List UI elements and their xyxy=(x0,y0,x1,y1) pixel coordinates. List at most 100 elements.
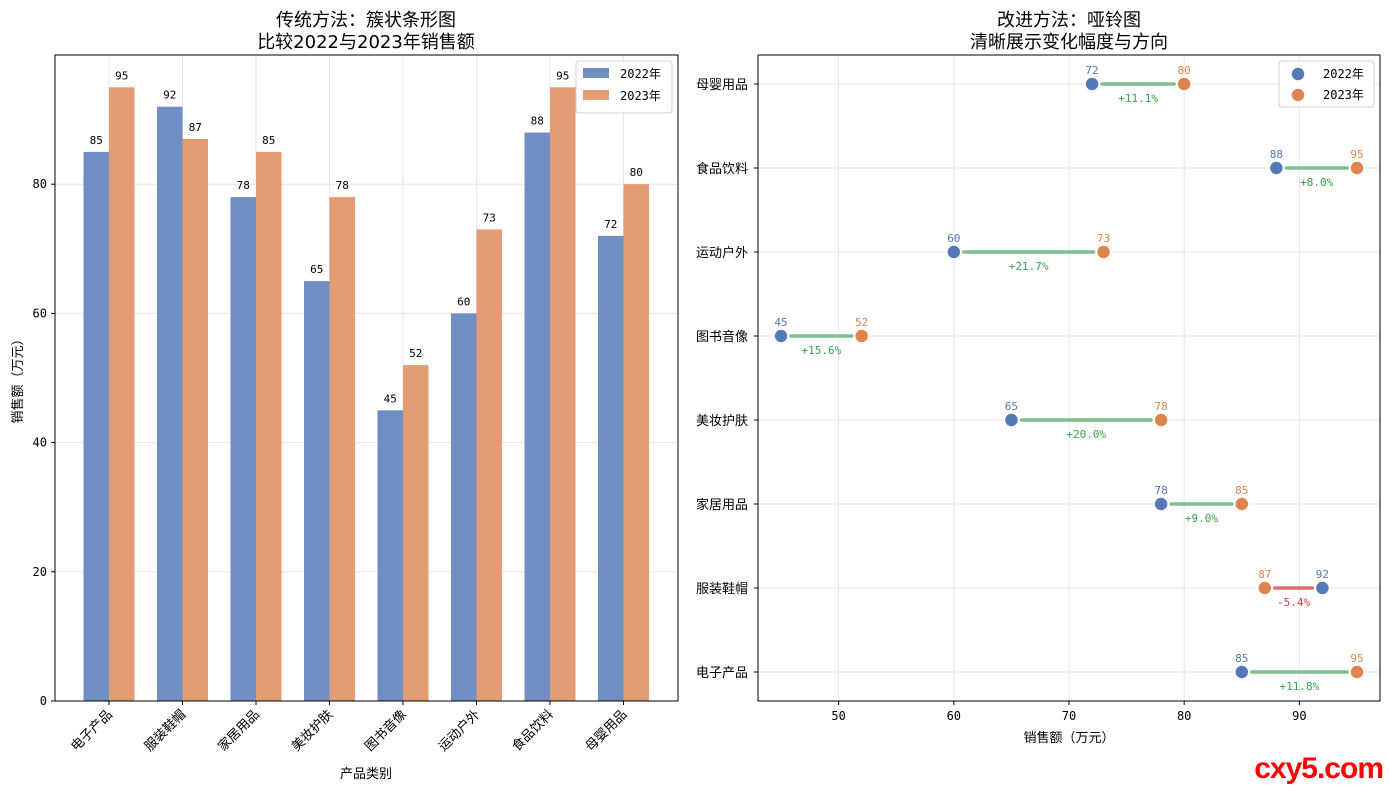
dumbbell-point-2022 xyxy=(1084,76,1100,92)
dumbbell-point-2023 xyxy=(1095,244,1112,260)
bar-2022 xyxy=(157,106,183,702)
bar-2023 xyxy=(329,197,355,701)
bar-value-label: 78 xyxy=(336,179,349,192)
dumbbell-chart-title: 改进方法：哑铃图 xyxy=(997,10,1141,31)
dumbbell-value-label-2022: 85 xyxy=(1235,652,1248,665)
dumbbell-change-label: +9.0% xyxy=(1185,512,1218,525)
dumbbell-change-label: +20.0% xyxy=(1066,428,1106,441)
bar-y-tick-label: 60 xyxy=(33,306,47,320)
bar-2023 xyxy=(109,87,135,702)
bar-2023 xyxy=(182,138,208,702)
dumbbell-point-2022 xyxy=(1153,496,1169,512)
legend-marker-2023 xyxy=(1290,87,1306,103)
bar-value-label: 72 xyxy=(604,218,617,231)
dumbbell-change-label: +11.1% xyxy=(1118,92,1158,105)
bar-value-label: 85 xyxy=(262,134,275,147)
bar-value-label: 95 xyxy=(115,69,128,82)
bar-value-label: 95 xyxy=(556,69,569,82)
dumbbell-value-label-2023: 80 xyxy=(1178,64,1191,77)
dumbbell-category-label: 食品饮料 xyxy=(696,161,748,177)
dumbbell-point-2023 xyxy=(1234,496,1250,512)
legend-label-2022: 2022年 xyxy=(620,67,661,81)
dumbbell-change-label: +11.8% xyxy=(1279,680,1319,693)
legend-marker-2022 xyxy=(1290,66,1306,82)
bar-value-label: 87 xyxy=(189,121,202,134)
bar-category-label: 美妆护肤 xyxy=(289,707,336,754)
bar-category-label: 食品饮料 xyxy=(509,707,557,755)
bar-value-label: 73 xyxy=(483,211,496,224)
dumbbell-value-label-2023: 73 xyxy=(1097,232,1110,245)
bar-value-label: 85 xyxy=(90,134,103,147)
dumbbell-legend: 2022年 2023年 xyxy=(1278,60,1375,108)
bar-value-label: 80 xyxy=(630,166,643,179)
dumbbell-value-label-2022: 92 xyxy=(1316,568,1329,581)
bar-x-axis-label: 产品类别 xyxy=(340,767,392,782)
dumbbell-point-2022 xyxy=(1003,412,1020,428)
dumbbell-value-label-2023: 95 xyxy=(1350,652,1363,665)
dumbbell-value-label-2022: 88 xyxy=(1270,148,1283,161)
dumbbell-change-label: -5.4% xyxy=(1277,596,1310,609)
dumbbell-value-label-2022: 60 xyxy=(947,232,960,245)
legend-label-2023: 2023年 xyxy=(620,89,661,103)
bar-value-label: 45 xyxy=(384,392,397,405)
bar-y-tick-label: 80 xyxy=(33,177,47,191)
bar-2022 xyxy=(524,132,550,701)
dumbbell-point-2023 xyxy=(1153,412,1169,428)
bar-category-label: 图书音像 xyxy=(362,707,410,755)
dumbbell-value-label-2023: 78 xyxy=(1155,400,1168,413)
dumbbell-point-2022 xyxy=(1234,664,1250,680)
bar-2023 xyxy=(623,184,649,701)
dumbbell-point-2022 xyxy=(1314,580,1331,596)
bar-value-label: 88 xyxy=(531,115,544,128)
bar-category-label: 电子产品 xyxy=(68,707,115,754)
dumbbell-value-label-2022: 78 xyxy=(1155,484,1168,497)
dumbbell-value-label-2023: 87 xyxy=(1258,568,1271,581)
dumbbell-point-2022 xyxy=(773,328,789,344)
bar-value-label: 52 xyxy=(409,347,422,360)
dumbbell-category-label: 图书音像 xyxy=(696,329,748,345)
dumbbell-category-label: 服装鞋帽 xyxy=(696,581,748,597)
bar-value-label: 65 xyxy=(310,263,323,276)
dumbbell-chart: 改进方法：哑铃图 清晰展示变化幅度与方向 50 60 70 80 90 电子产品 服装鞋帽… xyxy=(696,10,1381,746)
dumbbell-x-axis-label: 销售额（万元） xyxy=(1023,730,1114,746)
dumbbell-change-label: +15.6% xyxy=(801,344,841,357)
bar-y-tick-label: 40 xyxy=(33,436,47,450)
dumbbell-point-2023 xyxy=(1176,76,1192,92)
dumbbell-plot-frame xyxy=(757,54,1381,702)
dumbbell-x-tick-label: 50 xyxy=(831,709,845,723)
dumbbell-point-2022 xyxy=(1268,160,1285,176)
dumbbell-change-label: +8.0% xyxy=(1300,176,1333,189)
dumbbell-category-label: 母婴用品 xyxy=(696,78,748,93)
dumbbell-value-label-2022: 72 xyxy=(1085,64,1098,77)
bar-plot-frame xyxy=(54,54,679,702)
dumbbell-value-label-2023: 95 xyxy=(1350,148,1363,161)
bar-2023 xyxy=(403,365,429,701)
legend-label-2023: 2023年 xyxy=(1323,88,1364,102)
bar-2022 xyxy=(451,313,477,701)
dumbbell-point-2023 xyxy=(853,328,870,344)
dumbbell-category-label: 家居用品 xyxy=(696,497,748,513)
dumbbell-point-2023 xyxy=(1349,160,1365,176)
bar-category-label: 母婴用品 xyxy=(583,707,630,754)
bar-value-label: 78 xyxy=(237,179,250,192)
bar-2022 xyxy=(598,235,624,701)
dumbbell-point-2022 xyxy=(946,244,962,260)
bar-chart: 传统方法：簇状条形图 比较2022与2023年销售额 0 20 40 60 80 85 9… xyxy=(10,10,679,782)
dumbbell-change-label: +21.7% xyxy=(1009,260,1049,273)
watermark: cxy5.com xyxy=(1254,752,1384,785)
dumbbell-x-tick-label: 70 xyxy=(1062,709,1076,723)
dumbbell-x-tick-label: 60 xyxy=(947,709,961,723)
bar-y-tick-label: 20 xyxy=(33,565,47,579)
dumbbell-x-tick-label: 80 xyxy=(1177,709,1191,723)
bar-y-axis-label: 销售额（万元） xyxy=(10,332,26,423)
bar-2023 xyxy=(256,151,282,701)
dumbbell-value-label-2022: 65 xyxy=(1005,400,1018,413)
dumbbell-value-label-2023: 85 xyxy=(1235,484,1248,497)
dumbbell-chart-subtitle: 清晰展示变化幅度与方向 xyxy=(970,32,1168,53)
dumbbell-point-2023 xyxy=(1349,664,1365,680)
dumbbell-category-label: 电子产品 xyxy=(696,666,748,681)
bar-2022 xyxy=(83,151,109,701)
legend-swatch-2023 xyxy=(583,90,609,100)
bar-2022 xyxy=(377,410,403,701)
